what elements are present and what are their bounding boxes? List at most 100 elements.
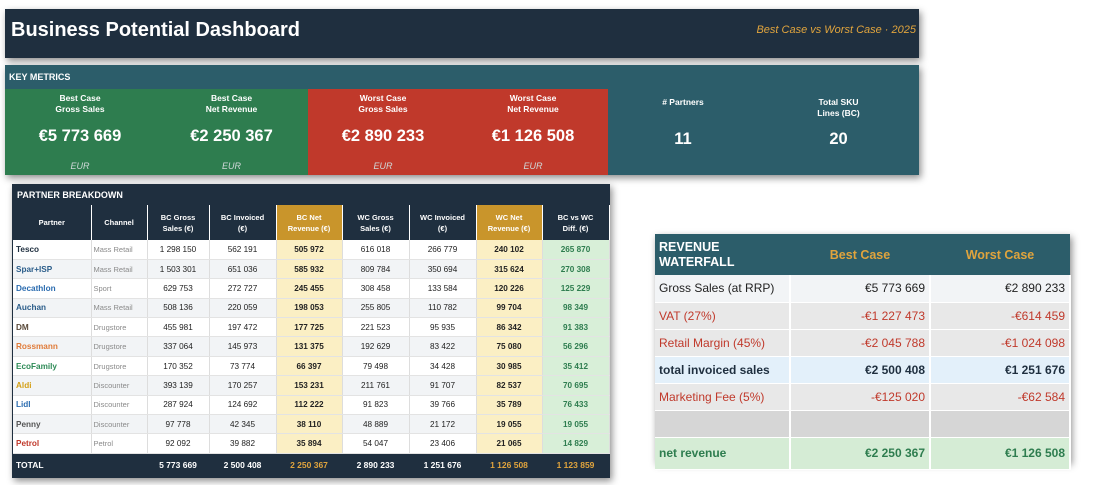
waterfall-row: net revenue €2 250 367 €1 126 508 — [655, 437, 1071, 470]
partner-channel: Drugstore — [91, 336, 148, 357]
table-cell: 91 383 — [542, 317, 610, 338]
partner-channel: Discounter — [91, 414, 148, 435]
table-cell: 308 458 — [342, 278, 410, 299]
metric-card-wc-net-revenue: Worst Case Net Revenue €1 126 508 EUR — [458, 89, 608, 175]
metric-card-sku-lines: Total SKU Lines (BC) 20 — [758, 89, 919, 175]
column-header: WC Invoiced (€) — [409, 205, 477, 240]
metric-value: €1 126 508 — [491, 127, 575, 145]
table-cell: 125 229 — [542, 278, 610, 299]
partner-channel: Discounter — [91, 395, 148, 416]
total-cell: 1 123 859 — [542, 453, 610, 477]
waterfall-label: total invoiced sales — [655, 356, 791, 384]
partner-channel: Discounter — [91, 375, 148, 396]
partner-name: Penny — [13, 414, 92, 435]
table-row: Spar+ISP Mass Retail 1 503 301 651 036 585 9… — [13, 259, 610, 280]
table-cell: 48 889 — [342, 414, 410, 435]
metric-unit: EUR — [523, 161, 543, 171]
key-metrics-label: KEY METRICS — [9, 72, 71, 82]
table-cell: 1 298 150 — [147, 240, 210, 260]
table-cell: 505 972 — [276, 240, 343, 260]
table-cell: 21 172 — [409, 414, 477, 435]
waterfall-label — [655, 410, 791, 438]
metric-card-bc-net-revenue: Best Case Net Revenue €2 250 367 EUR — [155, 89, 308, 175]
table-cell: 86 342 — [476, 317, 543, 338]
table-cell: 508 136 — [147, 298, 210, 319]
table-cell: 92 092 — [147, 433, 210, 454]
table-cell: 616 018 — [342, 240, 410, 260]
waterfall-value: €1 251 676 — [930, 356, 1071, 384]
metric-label: Worst Case Gross Sales — [358, 93, 408, 114]
metric-unit: EUR — [221, 161, 241, 171]
partner-breakdown-panel: PARTNER BREAKDOWN Partner Channel BC Gross… — [12, 184, 610, 478]
column-header: WC Net Revenue (€) — [476, 205, 543, 240]
table-cell: 83 422 — [409, 336, 477, 357]
waterfall-value — [930, 410, 1071, 438]
waterfall-value: -€1 227 473 — [790, 302, 931, 330]
table-row: EcoFamily Drugstore 170 352 73 774 66 397 79 … — [13, 356, 610, 377]
metric-card-bc-gross-sales: Best Case Gross Sales €5 773 669 EUR — [5, 89, 155, 175]
total-cell: 1 126 508 — [476, 453, 543, 477]
table-row: Decathlon Sport 629 753 272 727 245 455 308 4… — [13, 278, 610, 299]
column-header: BC vs WC Diff. (€) — [542, 205, 610, 240]
partner-channel: Mass Retail — [91, 298, 148, 319]
table-header-row: Partner Channel BC Gross Sales (€) BC Invoi… — [13, 205, 610, 240]
table-cell: 220 059 — [209, 298, 277, 319]
table-row: Auchan Mass Retail 508 136 220 059 198 053 25… — [13, 298, 610, 319]
table-cell: 91 707 — [409, 375, 477, 396]
total-row: TOTAL 5 773 669 2 500 408 2 250 367 2 890 23… — [13, 453, 610, 477]
table-cell: 42 345 — [209, 414, 277, 435]
table-cell: 272 727 — [209, 278, 277, 299]
key-metrics-panel: KEY METRICS Best Case Gross Sales €5 773… — [5, 65, 919, 175]
metric-label: Worst Case Net Revenue — [507, 93, 559, 114]
table-row: Penny Discounter 97 778 42 345 38 110 48 889 2… — [13, 414, 610, 435]
table-cell: 99 704 — [476, 298, 543, 319]
waterfall-value: -€614 459 — [930, 302, 1071, 330]
page-title: Business Potential Dashboard — [11, 19, 300, 41]
table-cell: 245 455 — [276, 278, 343, 299]
total-cell: 2 500 408 — [209, 453, 277, 477]
table-row: Tesco Mass Retail 1 298 150 562 191 505 972 6… — [13, 240, 610, 260]
waterfall-value: -€1 024 098 — [930, 329, 1071, 357]
table-cell: 34 428 — [409, 356, 477, 377]
table-cell: 79 498 — [342, 356, 410, 377]
table-cell: 30 985 — [476, 356, 543, 377]
metric-label: Best Case Net Revenue — [205, 93, 258, 114]
partner-name: Aldi — [13, 375, 92, 396]
table-cell: 221 523 — [342, 317, 410, 338]
table-cell: 170 352 — [147, 356, 210, 377]
waterfall-title: REVENUE WATERFALL — [655, 234, 790, 275]
total-label: TOTAL — [13, 453, 148, 477]
table-cell: 562 191 — [209, 240, 277, 260]
partner-name: Tesco — [13, 240, 92, 260]
table-cell: 192 629 — [342, 336, 410, 357]
partner-breakdown-title: PARTNER BREAKDOWN — [13, 185, 609, 205]
table-cell: 35 412 — [542, 356, 610, 377]
waterfall-row: VAT (27%) -€1 227 473 -€614 459 — [655, 302, 1071, 330]
table-cell: 98 349 — [542, 298, 610, 319]
partner-channel: Sport — [91, 278, 148, 299]
partner-name: Auchan — [13, 298, 92, 319]
metric-unit: EUR — [373, 161, 393, 171]
waterfall-label: Gross Sales (at RRP) — [655, 275, 791, 303]
table-cell: 809 784 — [342, 259, 410, 280]
waterfall-value: -€125 020 — [790, 383, 931, 411]
revenue-waterfall-table: REVENUE WATERFALL Best Case Worst Case G… — [655, 234, 1071, 470]
metric-value: €2 890 233 — [341, 127, 425, 145]
waterfall-row: Marketing Fee (5%) -€125 020 -€62 584 — [655, 383, 1071, 411]
partner-name: Decathlon — [13, 278, 92, 299]
column-header: BC Gross Sales (€) — [147, 205, 210, 240]
waterfall-header-row: REVENUE WATERFALL Best Case Worst Case — [655, 234, 1070, 275]
metric-value: €5 773 669 — [38, 127, 122, 145]
column-header: BC Invoiced (€) — [209, 205, 277, 240]
dashboard-header: Business Potential Dashboard Best Case v… — [5, 9, 919, 58]
partner-channel: Mass Retail — [91, 240, 148, 260]
partner-name: Rossmann — [13, 336, 92, 357]
table-cell: 585 932 — [276, 259, 343, 280]
metric-unit: EUR — [70, 161, 90, 171]
waterfall-label: VAT (27%) — [655, 302, 791, 330]
table-cell: 70 695 — [542, 375, 610, 396]
total-cell: 5 773 669 — [147, 453, 210, 477]
table-row: Rossmann Drugstore 337 064 145 973 131 375 19… — [13, 336, 610, 357]
table-cell: 82 537 — [476, 375, 543, 396]
table-cell: 240 102 — [476, 240, 543, 260]
